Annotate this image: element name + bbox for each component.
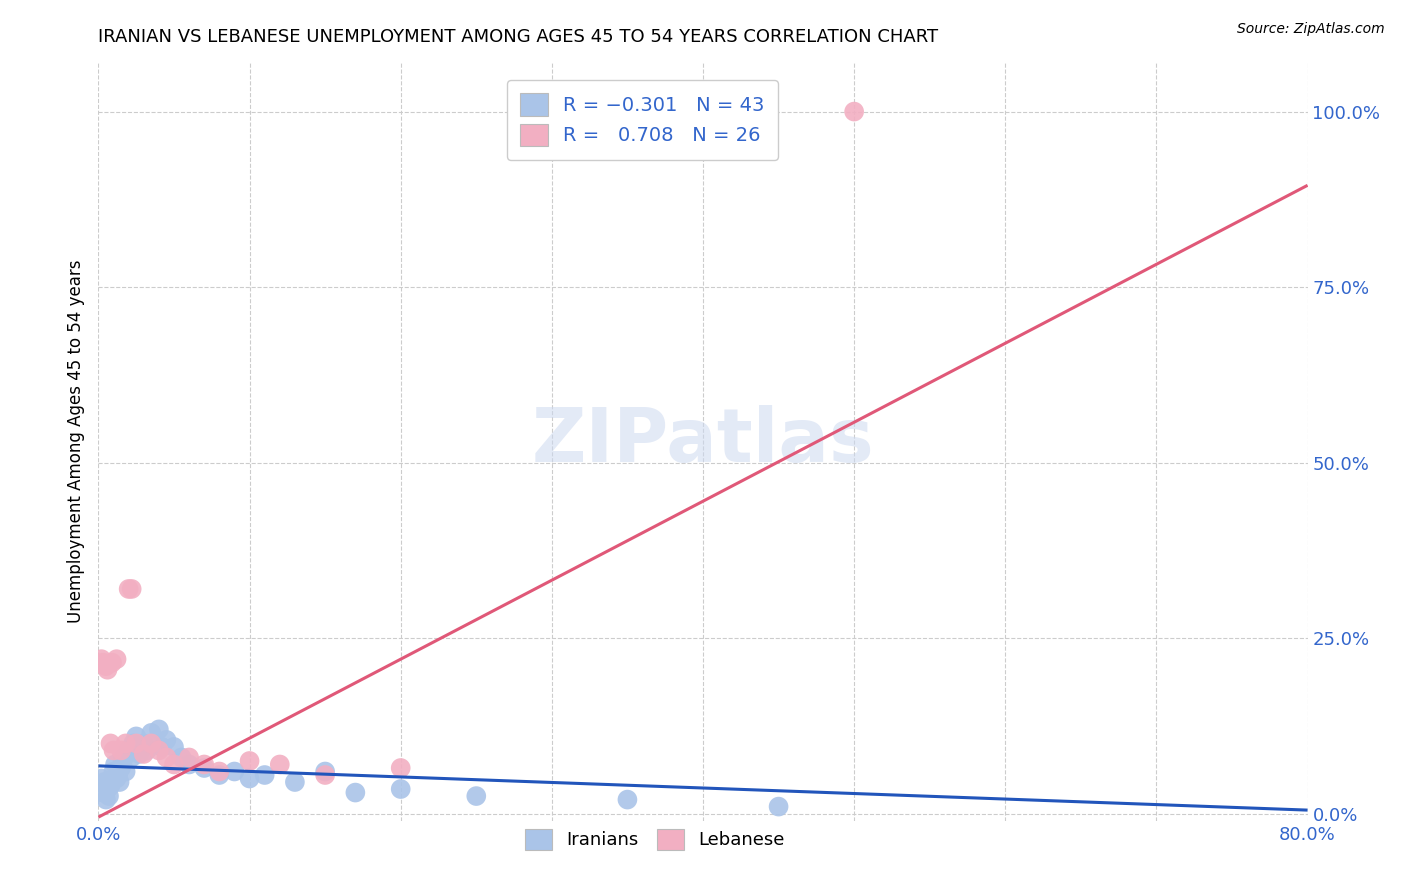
Point [91,656,114,670]
Text: ZIPatlas: ZIPatlas [531,405,875,478]
Point [94,659,117,673]
Point [155,732,177,747]
Point [107,768,129,782]
Point [121,750,143,764]
Point [105,652,128,666]
Point [125,730,148,744]
Point [100,736,122,750]
Point [125,736,148,750]
Point [128,747,150,761]
Point [344,786,367,800]
Point [224,764,246,779]
Point [193,761,215,775]
Point [112,750,135,764]
Point [103,764,125,779]
Point [93,775,115,789]
Point [105,772,128,786]
Point [98,789,121,803]
Point [170,750,193,764]
Point [389,761,412,775]
Point [155,750,177,764]
Point [141,726,163,740]
Point [269,757,291,772]
Point [314,764,336,779]
Point [103,743,125,757]
Point [389,782,412,797]
Point [179,757,201,772]
Point [94,792,117,806]
Point [148,743,170,757]
Point [844,104,866,119]
Text: IRANIAN VS LEBANESE UNEMPLOYMENT AMONG AGES 45 TO 54 YEARS CORRELATION CHART: IRANIAN VS LEBANESE UNEMPLOYMENT AMONG A… [98,28,939,45]
Point [96,663,118,677]
Point [104,757,127,772]
Point [91,786,114,800]
Point [465,789,488,803]
Point [111,754,134,768]
Point [239,772,262,786]
Point [163,757,186,772]
Point [96,782,118,797]
Y-axis label: Unemployment Among Ages 45 to 54 years: Unemployment Among Ages 45 to 54 years [66,260,84,624]
Point [101,656,124,670]
Point [208,768,231,782]
Point [110,761,132,775]
Point [208,764,231,779]
Point [129,739,152,754]
Point [179,750,201,764]
Point [150,739,173,754]
Point [90,652,112,666]
Point [253,768,276,782]
Point [148,723,170,737]
Point [118,743,141,757]
Point [284,775,307,789]
Point [163,739,186,754]
Point [141,736,163,750]
Point [239,754,262,768]
Point [114,736,136,750]
Legend: Iranians, Lebanese: Iranians, Lebanese [517,822,792,857]
Point [100,779,122,793]
Point [110,743,132,757]
Point [193,757,215,772]
Point [121,582,143,596]
Point [114,764,136,779]
Point [135,743,157,757]
Point [108,775,131,789]
Point [90,772,112,786]
Point [132,736,155,750]
Point [768,799,790,814]
Point [314,768,336,782]
Point [616,792,638,806]
Point [118,582,141,596]
Point [122,736,145,750]
Point [132,747,155,761]
Text: Source: ZipAtlas.com: Source: ZipAtlas.com [1237,22,1385,37]
